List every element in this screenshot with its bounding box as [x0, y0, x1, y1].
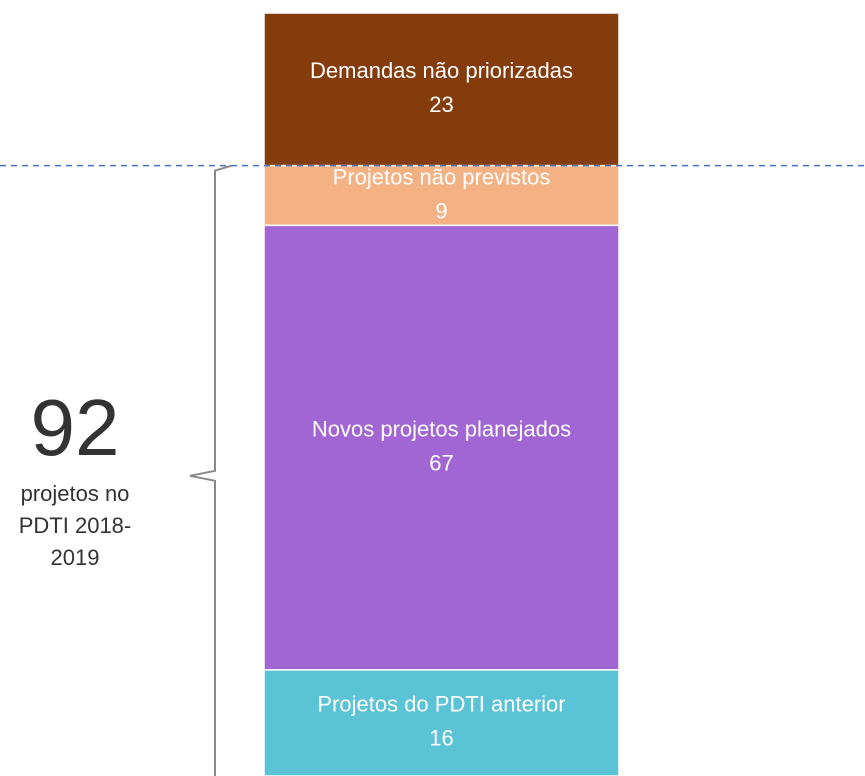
segment-label: Projetos não previstos: [333, 164, 551, 189]
segment-label: Demandas não priorizadas: [310, 58, 573, 83]
brace: [189, 164, 233, 776]
segment-label: Novos projetos planejados: [312, 416, 571, 441]
total-number: 92: [30, 383, 120, 472]
segment-value: 23: [429, 92, 453, 117]
total-caption: projetos no PDTI 2018-2019: [18, 481, 132, 570]
segment-value: 67: [429, 450, 453, 475]
bar-segment: [263, 12, 620, 167]
segment-value: 9: [435, 198, 447, 223]
bar-segment: [263, 669, 620, 776]
bar-segment: [263, 224, 620, 671]
segment-value: 16: [429, 726, 453, 751]
bar-segment: [263, 164, 620, 227]
segment-label: Projetos do PDTI anterior: [317, 692, 565, 717]
